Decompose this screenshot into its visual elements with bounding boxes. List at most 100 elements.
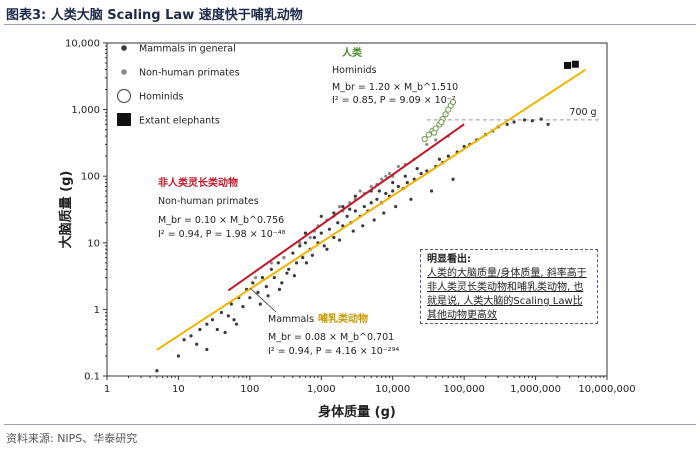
mammal-point	[325, 247, 329, 251]
hominid-point	[425, 131, 432, 138]
mammal-point	[205, 347, 209, 352]
mammal-point	[319, 231, 323, 235]
mammal-point	[310, 253, 314, 257]
primate-point	[337, 204, 342, 209]
threshold-label: 700 g	[569, 107, 596, 118]
mammal-point	[223, 330, 227, 335]
legend-label: Extant elephants	[139, 116, 220, 127]
primate-point	[387, 171, 392, 176]
mammal-point	[294, 261, 299, 265]
mammal-point	[382, 211, 386, 215]
mammal-point	[232, 318, 236, 322]
y-axis-ticks: 0.1 1 10 100 1,000 10,000	[65, 39, 107, 383]
primate-point	[425, 142, 429, 147]
reference-line: 700 g	[426, 107, 599, 121]
mammal-point	[189, 334, 193, 338]
mammal-point	[372, 218, 376, 222]
mammal-point	[276, 261, 280, 265]
mammal-point	[362, 204, 366, 209]
primate-point	[396, 164, 400, 169]
mammal-point	[336, 221, 340, 225]
legend-marker-elephants	[117, 113, 131, 126]
mammal-point	[155, 369, 159, 373]
mammal-point	[539, 117, 543, 121]
mammal-point	[312, 235, 316, 240]
y-tick-label: 10,000	[65, 39, 100, 50]
legend-marker-primates	[121, 69, 127, 75]
mammal-point	[210, 318, 215, 322]
legend-label: Mammals in general	[139, 44, 236, 55]
hominid-point	[438, 118, 445, 126]
mammal-point	[241, 305, 245, 309]
mammal-point	[229, 302, 233, 306]
elephant-points	[564, 60, 579, 69]
primate-point	[434, 138, 438, 142]
mammal-point	[437, 157, 441, 161]
legend-label: Hominids	[139, 92, 184, 103]
mammal-point	[264, 284, 268, 289]
mammal-point	[396, 184, 400, 189]
mammal-point	[298, 244, 302, 248]
primate-point	[380, 177, 384, 181]
legend-label: Non-human primates	[139, 68, 240, 79]
mammal-leader-line	[249, 287, 277, 313]
mammal-point	[522, 118, 527, 122]
mammal-point	[272, 276, 276, 280]
hominid-point	[449, 98, 457, 106]
plot-frame	[106, 42, 608, 377]
mammal-point	[348, 207, 352, 211]
mammal-point	[219, 310, 224, 315]
mammal-point	[361, 224, 365, 228]
mammal-point	[304, 261, 309, 265]
mammal-point	[377, 189, 381, 193]
mammal-point	[269, 267, 273, 271]
note-box: 明显看出: 人类的大脑质量/身体质量, 斜率高于非人类灵长类动物和哺乳类动物, …	[420, 249, 598, 324]
mammal-point	[394, 204, 398, 209]
note-title: 明显看出:	[427, 254, 471, 265]
primate-point	[369, 184, 373, 189]
elephant-point	[571, 60, 579, 68]
mammal-point	[303, 241, 308, 245]
mammal-point	[451, 177, 455, 181]
mammal-point	[391, 189, 395, 193]
mammal-point	[182, 338, 186, 342]
mammal-point	[280, 281, 284, 285]
mammal-point	[301, 255, 305, 260]
y-tick-label: 0.1	[84, 372, 100, 383]
x-axis-ticks: 1 10 100 1,000 10,000 100,000 1,000,000 10,000,…	[104, 376, 636, 395]
x-tick-label: 100	[240, 384, 259, 395]
mammal-point	[353, 194, 357, 198]
mammal-point	[341, 204, 345, 209]
hominid-title: 人类	[342, 46, 362, 59]
x-tick-label: 10	[172, 384, 185, 395]
mammal-point	[429, 189, 434, 193]
mammal-point	[332, 211, 336, 215]
primate-title: 非人类灵长类动物	[158, 176, 238, 189]
y-axis-title: 大脑质量 (g)	[58, 171, 74, 249]
mammal-point	[353, 209, 357, 213]
mammal-point	[176, 354, 181, 358]
note-body: 人类的大脑质量/身体质量, 斜率高于非人类灵长类动物和哺乳类动物, 也就是说, …	[427, 268, 587, 321]
mammal-point	[287, 267, 291, 271]
fit-lines	[156, 68, 587, 351]
hominid-equation: M_br = 1.20 × M_b^1.510	[332, 82, 458, 93]
primate-point	[269, 261, 273, 265]
footer-divider	[4, 424, 696, 425]
legend-marker-mammals	[121, 45, 127, 51]
mammal-point	[446, 154, 450, 158]
hominid-point	[442, 111, 449, 118]
hominid-point	[421, 136, 428, 143]
primate-point	[298, 241, 302, 245]
mammal-point	[198, 327, 202, 332]
y-tick-label: 1	[94, 305, 100, 316]
mammal-point	[258, 302, 262, 306]
x-tick-label: 1,000,000	[510, 384, 561, 395]
mammal-stats: I² = 0.94, P = 4.16 × 10⁻²⁹⁴	[268, 346, 399, 357]
y-tick-label: 1,000	[71, 105, 100, 116]
mammal-point	[384, 191, 388, 196]
mammal-point	[251, 281, 255, 285]
mammal-fit-line	[156, 68, 587, 351]
mammal-point	[351, 229, 355, 233]
source-note: 资料来源: NIPS、华泰研究	[6, 432, 138, 445]
primate-point	[253, 276, 258, 280]
